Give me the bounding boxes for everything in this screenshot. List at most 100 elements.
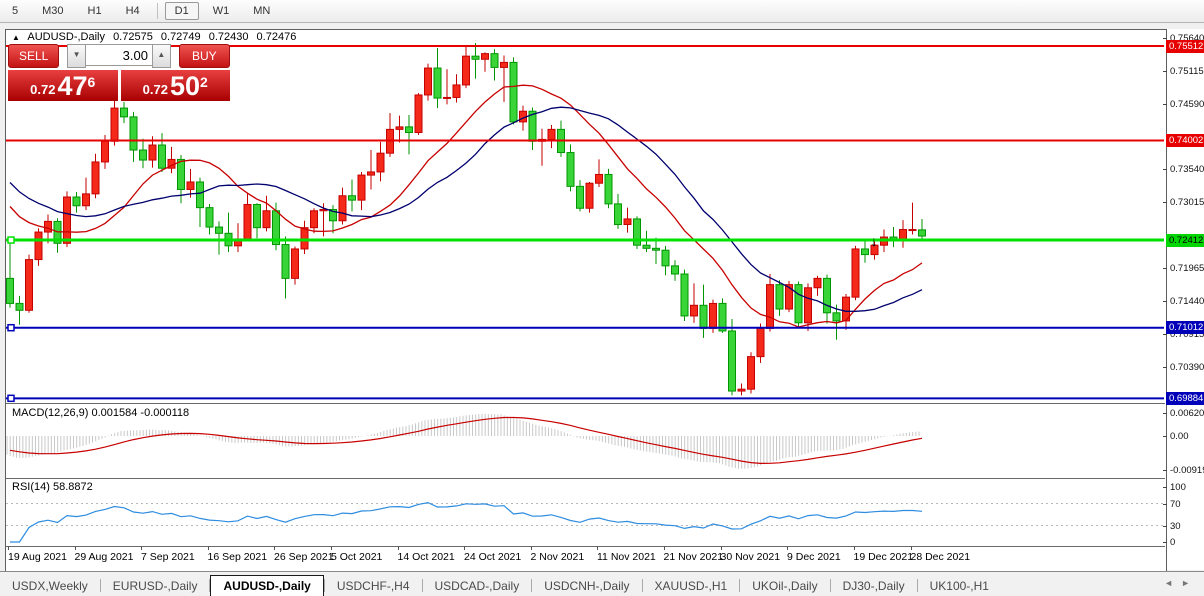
ohlc-close: 0.72476	[256, 31, 297, 43]
macd-tick-mark	[1163, 436, 1167, 437]
date-tick-mark	[397, 546, 399, 550]
chart-tab-usdcnh-daily[interactable]: USDCNH-,Daily	[544, 579, 630, 593]
sell-price-display[interactable]: 0.72 47 6	[8, 70, 118, 101]
tab-separator	[531, 579, 533, 592]
chart-tab-uk100-h1[interactable]: UK100-,H1	[929, 579, 989, 593]
timeframe-toolbar: 5 M30 H1 H4 D1 W1 MN	[0, 0, 1204, 23]
tab-separator	[829, 579, 831, 592]
volume-input[interactable]	[85, 44, 152, 66]
macd-tick-label: 0.006201	[1170, 408, 1204, 420]
tab-scroll-left-icon[interactable]: ◄	[1164, 578, 1182, 588]
buy-price-display[interactable]: 0.72 50 2	[120, 70, 230, 101]
volume-increase-button[interactable]: ▲	[151, 44, 171, 68]
date-tick-mark	[787, 546, 788, 550]
chart-tab-usdcad-daily[interactable]: USDCAD-,Daily	[434, 579, 520, 593]
date-label: 28 Dec 2021	[910, 551, 971, 563]
macd-pane-separator	[6, 403, 1165, 404]
date-tick-mark	[910, 546, 912, 550]
date-label: 24 Oct 2021	[464, 551, 522, 563]
price-tick-mark	[1163, 169, 1167, 171]
date-label: 19 Aug 2021	[8, 551, 67, 563]
date-label: 21 Nov 2021	[663, 551, 724, 563]
ohlc-low: 0.72430	[208, 31, 249, 43]
rsi-tick-mark	[1163, 542, 1167, 543]
tab-separator	[99, 579, 101, 592]
chart-tab-dj30-daily[interactable]: DJ30-,Daily	[842, 579, 905, 593]
date-tick-mark	[720, 546, 722, 550]
macd-tick-label: -0.00919	[1170, 465, 1204, 476]
tab-separator	[916, 579, 918, 592]
date-label: 30 Nov 2021	[720, 551, 781, 563]
collapse-triangle-icon[interactable]: ▲	[12, 33, 20, 42]
timeframe-button-5[interactable]: 5	[12, 5, 19, 17]
date-label: 5 Oct 2021	[331, 551, 383, 563]
chart-tab-eurusd-daily[interactable]: EURUSD-,Daily	[112, 579, 198, 593]
date-tick-mark	[853, 546, 855, 550]
date-tick-mark	[274, 546, 275, 550]
date-tick-mark	[141, 546, 142, 550]
price-tick-mark	[1163, 333, 1167, 335]
date-label: 19 Dec 2021	[853, 551, 914, 563]
date-label: 2 Nov 2021	[530, 551, 585, 563]
date-label: 16 Sep 2021	[207, 551, 268, 563]
chart-tab-usdx-weekly[interactable]: USDX,Weekly	[12, 579, 88, 593]
price-tick-mark	[1163, 268, 1167, 270]
date-tick-mark	[464, 546, 465, 550]
buy-price-prefix: 0.72	[142, 82, 168, 97]
tab-separator	[209, 579, 211, 592]
price-tick-mark	[1163, 37, 1167, 39]
tab-separator	[421, 579, 423, 592]
price-tick-mark	[1163, 300, 1167, 302]
price-level-badge: 0.69884	[1166, 391, 1204, 405]
buy-button[interactable]: BUY	[178, 44, 230, 68]
one-click-trade-panel: SELL ▼ ▲ BUY 0.72 47 6 0.72 50 2	[8, 44, 230, 101]
price-tick-label: 0.75640	[1170, 32, 1204, 44]
buy-price-big: 50	[169, 71, 201, 101]
macd-label: MACD(12,26,9) 0.001584 -0.000118	[12, 407, 190, 419]
timeframe-button-mn[interactable]: MN	[253, 5, 271, 17]
date-label: 7 Sep 2021	[141, 551, 195, 563]
rsi-tick-label: 70	[1170, 498, 1181, 510]
rsi-tick-label: 100	[1170, 482, 1186, 493]
timeframe-button-h4[interactable]: H4	[125, 5, 140, 17]
price-tick-label: 0.70390	[1170, 361, 1204, 373]
chart-tab-bar: USDX,Weekly EURUSD-,Daily AUDUSD-,Daily USD…	[0, 571, 1204, 596]
price-tick-label: 0.73015	[1170, 197, 1204, 209]
price-tick-label: 0.74590	[1170, 98, 1204, 110]
price-level-badge: 0.72412	[1166, 233, 1204, 247]
timeframe-button-w1[interactable]: W1	[212, 5, 230, 17]
volume-decrease-button[interactable]: ▼	[67, 44, 86, 68]
price-tick-label: 0.71965	[1170, 263, 1204, 275]
date-tick-mark	[207, 546, 209, 550]
date-tick-mark	[8, 546, 9, 550]
sell-price-big: 47	[57, 71, 88, 101]
chart-tab-ukoil-daily[interactable]: UKOil-,Daily	[752, 579, 818, 593]
timeframe-button-d1[interactable]: D1	[164, 2, 199, 20]
tab-scroll-arrows[interactable]: ◄►	[1164, 578, 1198, 588]
timeframe-button-m30[interactable]: M30	[42, 5, 64, 17]
price-tick-mark	[1163, 70, 1167, 72]
ohlc-open: 0.72575	[113, 31, 153, 43]
tab-separator	[641, 579, 643, 592]
timeframe-button-h1[interactable]: H1	[87, 5, 102, 17]
date-tick-mark	[74, 546, 76, 550]
date-axis-separator	[6, 546, 1165, 547]
date-label: 14 Oct 2021	[397, 551, 455, 563]
sell-button[interactable]: SELL	[8, 44, 60, 68]
chart-tab-audusd-daily[interactable]: AUDUSD-,Daily	[210, 575, 324, 596]
rsi-tick-label: 0	[1170, 537, 1176, 548]
date-label: 26 Sep 2021	[274, 551, 334, 563]
chart-title: ▲ AUDUSD-,Daily 0.72575 0.72749 0.72430 …	[12, 31, 301, 43]
date-tick-mark	[530, 546, 532, 550]
price-level-badge: 0.74002	[1166, 134, 1204, 148]
price-tick-mark	[1163, 366, 1167, 368]
chart-window[interactable]	[5, 29, 1167, 573]
chart-tab-usdchf-h4[interactable]: USDCHF-,H4	[336, 579, 410, 593]
tab-separator	[739, 579, 741, 592]
price-tick-label: 0.70915	[1170, 328, 1204, 340]
tab-scroll-right-icon[interactable]: ►	[1181, 578, 1198, 588]
price-level-badge: 0.75512	[1166, 39, 1204, 53]
date-tick-mark	[331, 546, 332, 550]
chart-tab-xauusd-h1[interactable]: XAUUSD-,H1	[654, 579, 728, 593]
